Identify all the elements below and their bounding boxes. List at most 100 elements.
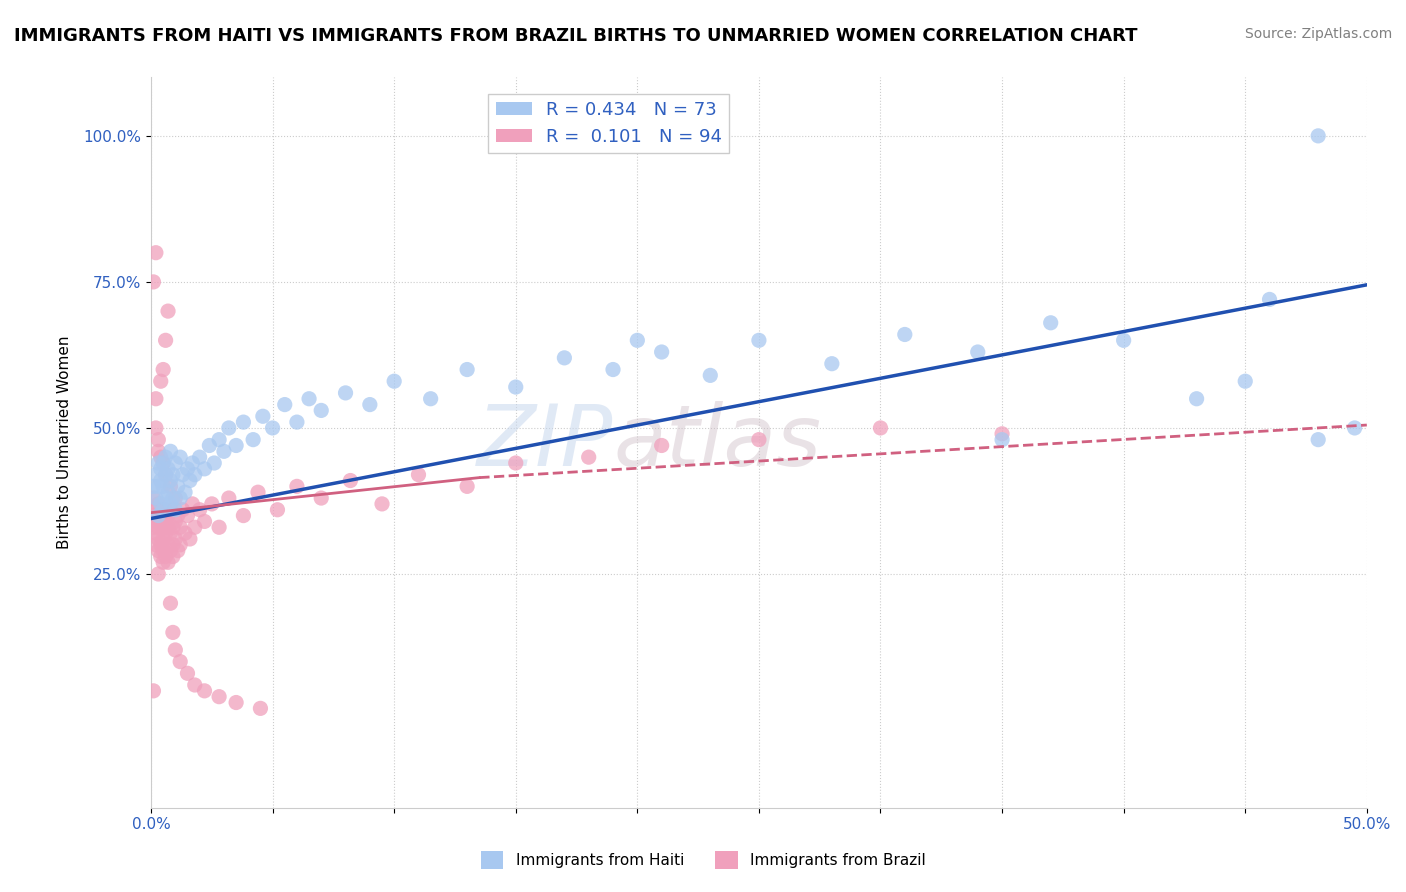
Point: [179, 532, 201, 546]
Point: [371, 497, 394, 511]
Point: [159, 502, 181, 516]
Point: [145, 392, 167, 406]
Point: [142, 520, 165, 534]
Point: [262, 421, 284, 435]
Point: [193, 462, 215, 476]
Point: [159, 526, 181, 541]
Point: [179, 474, 201, 488]
Point: [505, 456, 527, 470]
Point: [285, 479, 308, 493]
Point: [869, 421, 891, 435]
Point: [149, 538, 172, 552]
Point: [165, 643, 187, 657]
Point: [162, 491, 184, 505]
Point: [165, 502, 187, 516]
Point: [894, 327, 917, 342]
Point: [1343, 421, 1365, 435]
Point: [184, 678, 207, 692]
Point: [202, 456, 225, 470]
Point: [162, 625, 184, 640]
Point: [159, 596, 181, 610]
Point: [152, 508, 174, 523]
Point: [578, 450, 600, 465]
Point: [145, 245, 167, 260]
Point: [181, 456, 204, 470]
Point: [359, 398, 381, 412]
Point: [149, 549, 172, 564]
Point: [169, 520, 191, 534]
Point: [408, 467, 430, 482]
Point: [169, 491, 191, 505]
Point: [149, 502, 172, 516]
Point: [159, 497, 181, 511]
Point: [298, 392, 321, 406]
Point: [159, 474, 181, 488]
Point: [148, 479, 170, 493]
Point: [152, 532, 174, 546]
Point: [748, 433, 770, 447]
Point: [155, 450, 177, 465]
Point: [148, 456, 170, 470]
Point: [309, 403, 332, 417]
Point: [145, 502, 167, 516]
Point: [145, 526, 167, 541]
Point: [148, 532, 170, 546]
Point: [193, 515, 215, 529]
Point: [155, 467, 177, 482]
Point: [142, 479, 165, 493]
Point: [232, 415, 254, 429]
Point: [152, 479, 174, 493]
Point: [1308, 128, 1330, 143]
Point: [339, 474, 361, 488]
Point: [152, 456, 174, 470]
Point: [266, 502, 288, 516]
Point: [162, 549, 184, 564]
Point: [225, 696, 247, 710]
Text: atlas: atlas: [613, 401, 821, 484]
Point: [966, 345, 988, 359]
Point: [193, 683, 215, 698]
Point: [456, 479, 478, 493]
Point: [225, 438, 247, 452]
Legend: Immigrants from Haiti, Immigrants from Brazil: Immigrants from Haiti, Immigrants from B…: [474, 845, 932, 875]
Point: [149, 474, 172, 488]
Point: [155, 515, 177, 529]
Point: [201, 497, 224, 511]
Point: [145, 538, 167, 552]
Point: [821, 357, 844, 371]
Point: [309, 491, 332, 505]
Point: [165, 532, 187, 546]
Point: [208, 433, 231, 447]
Point: [419, 392, 441, 406]
Point: [699, 368, 721, 383]
Point: [174, 485, 197, 500]
Point: [157, 555, 180, 569]
Point: [148, 508, 170, 523]
Point: [148, 543, 170, 558]
Point: [172, 502, 194, 516]
Point: [188, 502, 211, 516]
Point: [152, 555, 174, 569]
Point: [165, 491, 187, 505]
Point: [148, 520, 170, 534]
Point: [152, 362, 174, 376]
Text: Source: ZipAtlas.com: Source: ZipAtlas.com: [1244, 27, 1392, 41]
Point: [155, 526, 177, 541]
Point: [142, 683, 165, 698]
Point: [157, 538, 180, 552]
Point: [157, 508, 180, 523]
Point: [155, 334, 177, 348]
Point: [152, 456, 174, 470]
Point: [176, 462, 198, 476]
Point: [169, 655, 191, 669]
Point: [159, 543, 181, 558]
Point: [651, 345, 673, 359]
Point: [142, 508, 165, 523]
Point: [505, 380, 527, 394]
Point: [155, 491, 177, 505]
Point: [252, 409, 274, 424]
Point: [188, 450, 211, 465]
Point: [149, 450, 172, 465]
Point: [242, 433, 264, 447]
Point: [157, 485, 180, 500]
